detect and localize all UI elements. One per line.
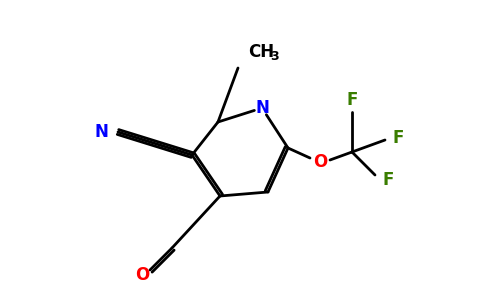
Text: CH: CH: [248, 43, 274, 61]
Text: N: N: [94, 123, 108, 141]
Text: O: O: [313, 153, 327, 171]
Text: O: O: [135, 266, 149, 284]
Text: F: F: [347, 91, 358, 109]
Text: 3: 3: [270, 50, 279, 62]
Text: F: F: [393, 129, 404, 147]
Text: F: F: [383, 171, 394, 189]
Text: N: N: [255, 99, 269, 117]
